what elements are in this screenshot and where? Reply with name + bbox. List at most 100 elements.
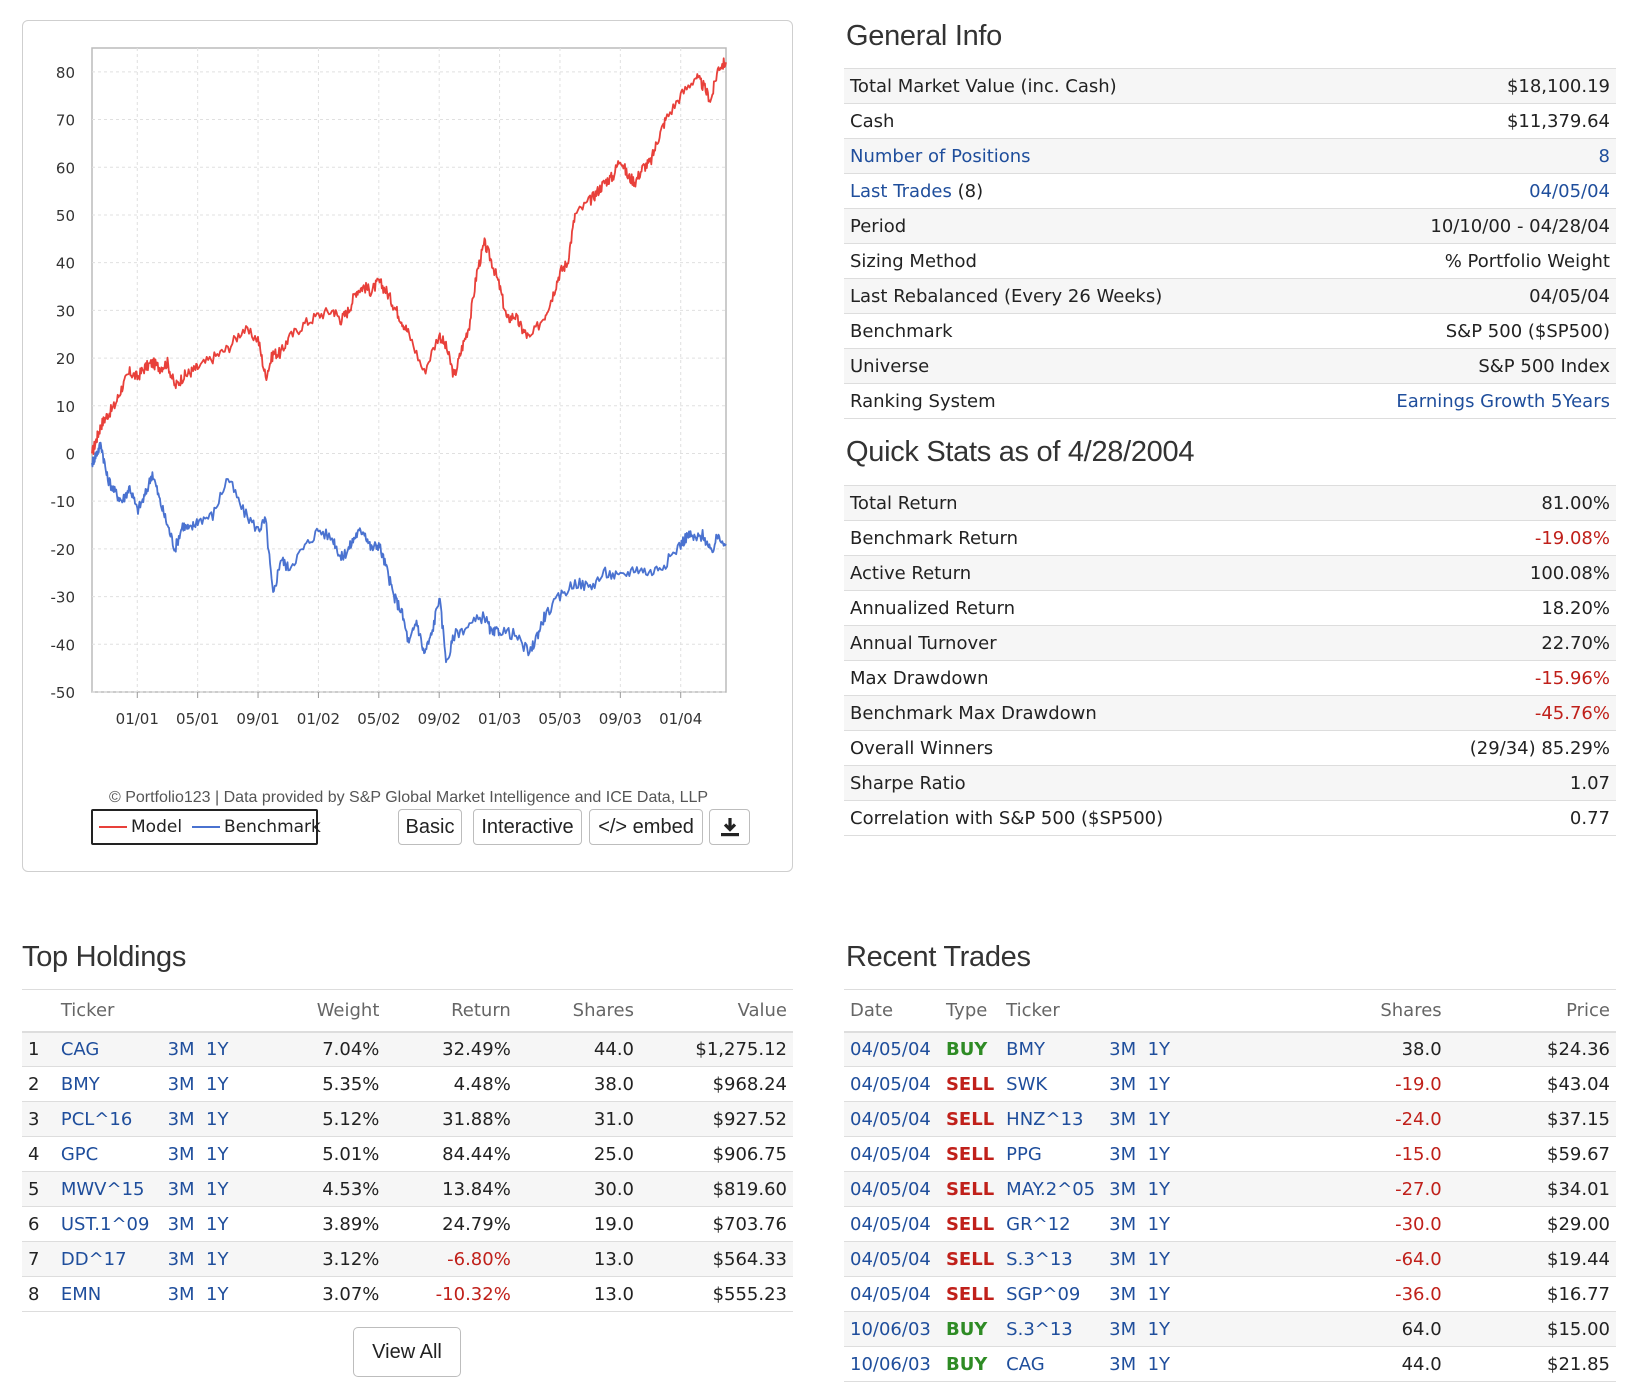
ticker-link[interactable]: MWV^15 [60, 1178, 145, 1200]
embed-button[interactable]: </> embed [589, 809, 703, 845]
column-header-date[interactable]: Date [844, 989, 940, 1033]
link-3m[interactable]: 3M [1109, 1283, 1137, 1305]
link-1y[interactable]: 1Y [1147, 1213, 1171, 1235]
stat-label: Correlation with S&P 500 ($SP500) [844, 800, 1370, 836]
trade-date-link[interactable]: 10/06/03 [850, 1318, 931, 1340]
link-1y[interactable]: 1Y [206, 1108, 229, 1130]
column-header-ticker[interactable]: Ticker [54, 989, 162, 1033]
link-3m[interactable]: 3M [1109, 1073, 1137, 1095]
trade-date-link[interactable]: 10/06/03 [850, 1353, 931, 1375]
view-all-button[interactable]: View All [353, 1327, 461, 1377]
table-row: 1 CAG 3M 1Y 7.04% 32.49% 44.0 $1,275.12 [22, 1031, 793, 1067]
basic-button[interactable]: Basic [398, 809, 462, 845]
link-1y[interactable]: 1Y [1147, 1038, 1171, 1060]
ticker-link[interactable]: CAG [60, 1038, 100, 1060]
link-1y[interactable]: 1Y [1147, 1283, 1171, 1305]
link-1y[interactable]: 1Y [1147, 1353, 1171, 1375]
link-1y[interactable]: 1Y [206, 1213, 229, 1235]
link-3m[interactable]: 3M [167, 1073, 195, 1095]
ticker-link[interactable]: PPG [1006, 1143, 1042, 1165]
column-header-shares[interactable]: Shares [1222, 989, 1448, 1033]
table-row: 04/05/04 SELL PPG 3M 1Y -15.0 $59.67 [844, 1136, 1616, 1172]
link-1y[interactable]: 1Y [206, 1038, 229, 1060]
ticker-link[interactable]: SWK [1006, 1073, 1048, 1095]
link-1y[interactable]: 1Y [206, 1283, 229, 1305]
link-1y[interactable]: 1Y [1147, 1318, 1171, 1340]
link-3m[interactable]: 3M [1109, 1318, 1137, 1340]
shares-cell: -36.0 [1222, 1276, 1448, 1312]
link-1y[interactable]: 1Y [1147, 1073, 1171, 1095]
weight-cell: 3.89% [274, 1206, 386, 1242]
link-3m[interactable]: 3M [167, 1178, 195, 1200]
ticker-link[interactable]: BMY [60, 1073, 100, 1095]
link-3m[interactable]: 3M [1109, 1213, 1137, 1235]
link-3m[interactable]: 3M [1109, 1038, 1137, 1060]
value-cell: $703.76 [640, 1206, 793, 1242]
ticker-link[interactable]: MAY.2^05 [1006, 1178, 1096, 1200]
link-1y[interactable]: 1Y [206, 1248, 229, 1270]
trade-date-link[interactable]: 04/05/04 [850, 1038, 931, 1060]
ticker-link[interactable]: UST.1^09 [60, 1213, 150, 1235]
trade-date-link[interactable]: 04/05/04 [850, 1108, 931, 1130]
legend-item-benchmark[interactable]: Benchmark [192, 817, 321, 837]
link-3m[interactable]: 3M [1109, 1178, 1137, 1200]
ticker-link[interactable]: SGP^09 [1006, 1283, 1081, 1305]
link-1y[interactable]: 1Y [1147, 1248, 1171, 1270]
download-button[interactable] [709, 809, 750, 845]
weight-cell: 4.53% [274, 1171, 386, 1207]
trade-date-link[interactable]: 04/05/04 [850, 1283, 931, 1305]
column-header-ticker[interactable]: Ticker [1000, 989, 1104, 1033]
trade-date-link[interactable]: 04/05/04 [850, 1178, 931, 1200]
general-info-title: General Info [846, 20, 1002, 52]
column-header-price[interactable]: Price [1447, 989, 1616, 1033]
link-1y[interactable]: 1Y [206, 1178, 229, 1200]
link-3m[interactable]: 3M [1109, 1248, 1137, 1270]
link-1y[interactable]: 1Y [206, 1143, 229, 1165]
column-header-shares[interactable]: Shares [516, 989, 640, 1033]
legend-label-benchmark: Benchmark [224, 817, 321, 837]
legend-item-model[interactable]: Model [99, 817, 182, 837]
link-1y[interactable]: 1Y [1147, 1143, 1171, 1165]
link-1y[interactable]: 1Y [1147, 1178, 1171, 1200]
column-header-type[interactable]: Type [939, 989, 1001, 1033]
number-of-positions-link[interactable]: Number of Positions [850, 145, 1031, 167]
row-number: 2 [22, 1066, 55, 1102]
ticker-link[interactable]: HNZ^13 [1006, 1108, 1084, 1130]
trade-date-link[interactable]: 04/05/04 [850, 1073, 931, 1095]
column-header-value[interactable]: Value [640, 989, 793, 1033]
general-info-table: Total Market Value (inc. Cash) $18,100.1… [844, 68, 1616, 419]
table-row: Period 10/10/00 - 04/28/04 [844, 208, 1616, 244]
link-1y[interactable]: 1Y [206, 1073, 229, 1095]
trade-date-link[interactable]: 04/05/04 [850, 1248, 931, 1270]
link-3m[interactable]: 3M [167, 1143, 195, 1165]
trade-date-link[interactable]: 04/05/04 [850, 1213, 931, 1235]
link-3m[interactable]: 3M [1109, 1108, 1137, 1130]
ticker-link[interactable]: PCL^16 [60, 1108, 133, 1130]
legend-swatch-benchmark [192, 826, 221, 828]
last-trades-link[interactable]: Last Trades [850, 180, 952, 202]
link-3m[interactable]: 3M [1109, 1353, 1137, 1375]
price-cell: $59.67 [1447, 1136, 1616, 1172]
ticker-link[interactable]: GR^12 [1006, 1213, 1071, 1235]
interactive-button[interactable]: Interactive [473, 809, 582, 845]
ticker-link[interactable]: S.3^13 [1006, 1248, 1073, 1270]
trade-date-link[interactable]: 04/05/04 [850, 1143, 931, 1165]
link-3m[interactable]: 3M [167, 1038, 195, 1060]
ticker-link[interactable]: EMN [60, 1283, 102, 1305]
ticker-link[interactable]: GPC [60, 1143, 99, 1165]
link-3m[interactable]: 3M [167, 1248, 195, 1270]
ticker-link[interactable]: S.3^13 [1006, 1318, 1073, 1340]
ticker-link[interactable]: BMY [1006, 1038, 1046, 1060]
link-3m[interactable]: 3M [167, 1108, 195, 1130]
ticker-link[interactable]: DD^17 [60, 1248, 127, 1270]
last-trades-date-link[interactable]: 04/05/04 [1529, 180, 1610, 202]
number-of-positions-value-link[interactable]: 8 [1598, 145, 1610, 167]
link-3m[interactable]: 3M [167, 1213, 195, 1235]
link-1y[interactable]: 1Y [1147, 1108, 1171, 1130]
link-3m[interactable]: 3M [1109, 1143, 1137, 1165]
ticker-link[interactable]: CAG [1006, 1353, 1045, 1375]
column-header-return[interactable]: Return [385, 989, 517, 1033]
link-3m[interactable]: 3M [167, 1283, 195, 1305]
column-header-weight[interactable]: Weight [274, 989, 386, 1033]
ranking-system-link[interactable]: Earnings Growth 5Years [1396, 390, 1610, 412]
